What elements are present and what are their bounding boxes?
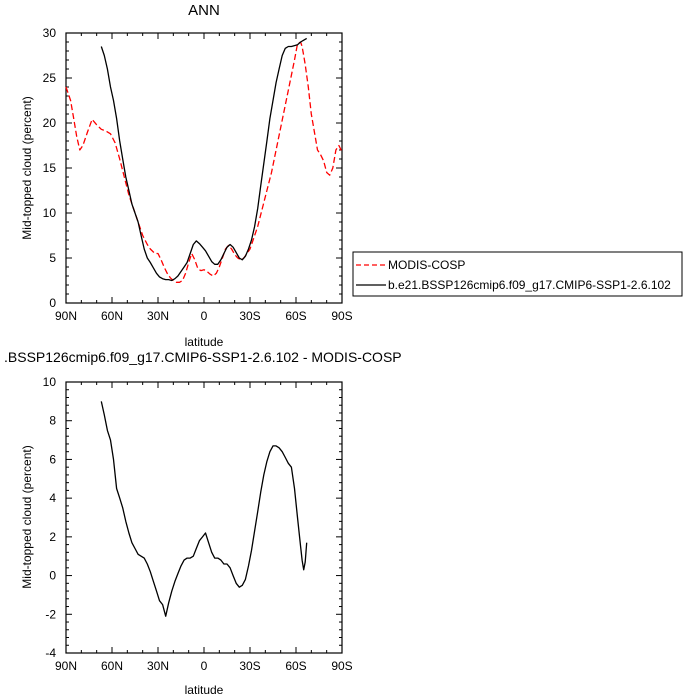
x-tick-label: 30N — [147, 309, 169, 323]
x-tick-label: 90N — [55, 659, 77, 673]
x-tick-label: 60N — [101, 659, 123, 673]
chart-title: .BSSP126cmip6.f09_g17.CMIP6-SSP1-2.6.102… — [4, 349, 402, 365]
x-tick-label: 30S — [239, 659, 260, 673]
y-tick-label: 15 — [43, 161, 57, 175]
y-tick-label: 10 — [43, 206, 57, 220]
y-tick-label: -4 — [45, 646, 56, 660]
y-tick-label: -2 — [45, 607, 56, 621]
x-tick-label: 30S — [239, 309, 260, 323]
x-tick-label: 0 — [201, 659, 208, 673]
y-tick-label: 0 — [49, 569, 56, 583]
y-tick-label: 6 — [49, 452, 56, 466]
plot-frame — [65, 32, 343, 304]
x-tick-label: 60N — [101, 309, 123, 323]
chart-title: ANN — [188, 2, 220, 19]
x-tick-label: 90S — [331, 659, 352, 673]
x-axis-label: latitude — [185, 683, 224, 697]
x-axis-label: latitude — [185, 335, 224, 349]
y-tick-label: 25 — [43, 71, 57, 85]
legend-label-modis: MODIS-COSP — [388, 258, 465, 272]
x-tick-label: 30N — [147, 659, 169, 673]
y-tick-label: 0 — [49, 296, 56, 310]
series-line-0 — [65, 41, 343, 283]
y-tick-label: 8 — [49, 414, 56, 428]
y-tick-label: 5 — [49, 251, 56, 265]
axis-ticks: 90N 60N 30N 0 30S 60S 90S 0 5 10 15 20 25 30 — [43, 26, 353, 323]
x-tick-label: 60S — [285, 309, 306, 323]
x-tick-label: 60S — [285, 659, 306, 673]
y-axis-label: Mid-topped cloud (percent) — [20, 445, 34, 588]
y-axis-label: Mid-topped cloud (percent) — [20, 96, 34, 239]
panel-annual-mean: ANN Mid-topped cloud (percent) latitude … — [20, 2, 353, 349]
plot-frame — [65, 381, 343, 654]
x-tick-label: 0 — [201, 309, 208, 323]
y-tick-label: 4 — [49, 491, 56, 505]
y-tick-label: 10 — [43, 375, 57, 389]
legend: MODIS-COSP b.e21.BSSP126cmip6.f09_g17.CM… — [352, 251, 683, 297]
series-layer — [100, 401, 308, 617]
axis-ticks: 90N 60N 30N 0 30S 60S 90S -4 -2 0 2 4 6 8 10 — [43, 375, 353, 673]
y-tick-label: 20 — [43, 116, 57, 130]
legend-label-model: b.e21.BSSP126cmip6.f09_g17.CMIP6-SSP1-2.… — [388, 278, 671, 292]
x-tick-label: 90N — [55, 309, 77, 323]
series-line-0 — [100, 401, 308, 617]
series-layer — [65, 37, 343, 283]
x-tick-label: 90S — [331, 309, 352, 323]
legend-frame — [352, 251, 683, 297]
y-tick-label: 30 — [43, 26, 57, 40]
panel-difference: .BSSP126cmip6.f09_g17.CMIP6-SSP1-2.6.102… — [4, 349, 402, 697]
y-tick-label: 2 — [49, 530, 56, 544]
series-line-1 — [100, 37, 308, 282]
